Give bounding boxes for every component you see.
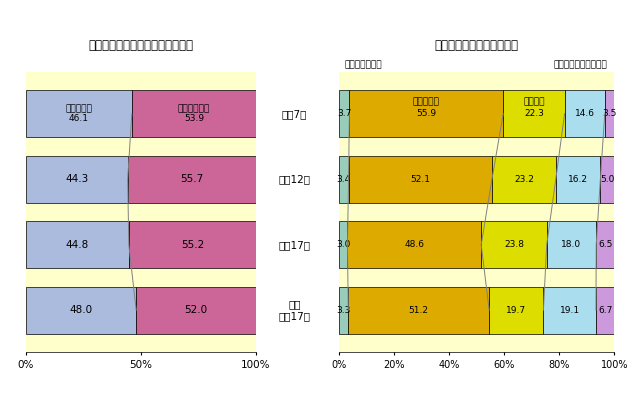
Bar (339, 156, 349, 203)
Text: 全国
平成17年: 全国 平成17年 (278, 300, 310, 321)
Text: 44.8: 44.8 (65, 240, 89, 250)
Bar (136, 286, 256, 334)
Bar (348, 221, 481, 268)
Bar (349, 156, 492, 203)
Bar (600, 156, 614, 203)
Text: 家計外消費支出: 家計外消費支出 (345, 61, 382, 70)
Bar (564, 90, 605, 138)
Bar (26, 156, 127, 203)
Text: 23.8: 23.8 (504, 240, 524, 249)
Text: 平成12年: 平成12年 (278, 174, 310, 184)
Text: 48.6: 48.6 (404, 240, 424, 249)
Text: 営業余剰: 営業余剰 (523, 98, 545, 107)
Text: 5.0: 5.0 (600, 175, 614, 184)
Bar (481, 221, 547, 268)
Text: 52.0: 52.0 (184, 305, 207, 315)
Bar (605, 90, 614, 138)
Text: 粗付加価値の構成比の推移: 粗付加価値の構成比の推移 (435, 39, 519, 52)
Bar (348, 286, 489, 334)
Bar (489, 286, 543, 334)
Bar (127, 156, 256, 203)
Text: 55.9: 55.9 (416, 109, 436, 118)
Text: 16.2: 16.2 (568, 175, 588, 184)
Bar (349, 90, 503, 138)
Bar (339, 221, 348, 268)
Bar (596, 221, 614, 268)
Text: 平成17年: 平成17年 (278, 240, 310, 250)
Bar (492, 156, 556, 203)
Bar (543, 286, 596, 334)
Text: 6.7: 6.7 (598, 306, 612, 315)
Text: 資本減耗引当、その他: 資本減耗引当、その他 (554, 61, 607, 70)
Text: 19.7: 19.7 (506, 306, 526, 315)
Bar (547, 221, 596, 268)
Text: 3.5: 3.5 (602, 109, 617, 118)
Text: 51.2: 51.2 (409, 306, 429, 315)
Text: 3.3: 3.3 (337, 306, 351, 315)
Text: 3.7: 3.7 (337, 109, 351, 118)
Bar (503, 90, 564, 138)
Text: 55.7: 55.7 (180, 174, 204, 184)
Text: 粗付加価値率
53.9: 粗付加価値率 53.9 (178, 104, 210, 124)
Text: 23.2: 23.2 (514, 175, 534, 184)
Bar (132, 90, 256, 138)
Bar (26, 90, 132, 138)
Text: 44.3: 44.3 (65, 174, 88, 184)
Bar (339, 90, 349, 138)
Bar (596, 286, 614, 334)
Text: 18.0: 18.0 (561, 240, 582, 249)
Text: 52.1: 52.1 (410, 175, 430, 184)
Text: 22.3: 22.3 (524, 109, 544, 118)
Text: 6.5: 6.5 (598, 240, 612, 249)
Text: 14.6: 14.6 (575, 109, 595, 118)
Bar (26, 221, 129, 268)
Text: 19.1: 19.1 (559, 306, 580, 315)
Bar (129, 221, 256, 268)
Text: 3.4: 3.4 (337, 175, 351, 184)
Bar (556, 156, 600, 203)
Text: 雇用者所得: 雇用者所得 (413, 98, 440, 107)
Text: 平成7年: 平成7年 (282, 109, 307, 119)
Text: 中間投入率
46.1: 中間投入率 46.1 (65, 104, 92, 124)
Text: 48.0: 48.0 (69, 305, 92, 315)
Bar (339, 286, 348, 334)
Text: 3.0: 3.0 (336, 240, 351, 249)
Text: 中間投入率と粗付加価値率の推移: 中間投入率と粗付加価値率の推移 (88, 39, 193, 52)
Bar (26, 286, 136, 334)
Text: 55.2: 55.2 (180, 240, 204, 250)
